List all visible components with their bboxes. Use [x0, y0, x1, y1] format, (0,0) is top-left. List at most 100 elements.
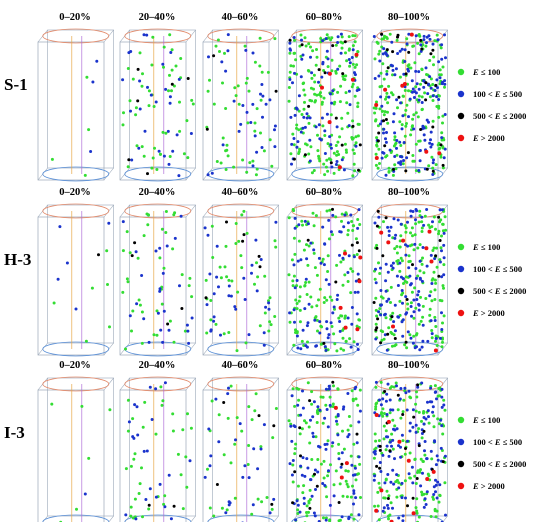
event-point-green [293, 52, 296, 55]
event-point-green [440, 246, 443, 249]
event-point-green [308, 99, 311, 102]
event-point-blue [352, 489, 355, 492]
column-title: 60–80% [306, 187, 343, 198]
event-point-blue [354, 467, 357, 470]
event-point-green [353, 340, 356, 343]
event-point-green [108, 325, 111, 328]
event-point-green [402, 399, 405, 402]
event-point-blue [309, 116, 312, 119]
event-point-green [292, 481, 295, 484]
event-point-green [421, 95, 424, 98]
event-point-green [375, 244, 378, 247]
event-point-black [404, 169, 407, 172]
event-point-black [307, 105, 310, 108]
event-point-blue [338, 457, 341, 460]
column-title: 0–20% [59, 187, 91, 198]
event-point-black [407, 51, 410, 54]
event-point-green [420, 420, 423, 423]
event-point-black [301, 43, 304, 46]
event-point-green [327, 142, 330, 145]
event-point-green [419, 243, 422, 246]
event-point-green [330, 113, 333, 116]
event-point-green [332, 384, 335, 387]
event-point-green [385, 429, 388, 432]
event-point-green [375, 136, 378, 139]
event-point-green [424, 297, 427, 300]
box-front [38, 390, 104, 522]
event-point-green [424, 45, 427, 48]
event-point-blue [379, 289, 382, 292]
event-point-green [170, 89, 173, 92]
event-point-blue [136, 434, 139, 437]
event-point-green [288, 100, 291, 103]
event-point-blue [434, 490, 437, 493]
event-point-green [420, 220, 423, 223]
event-point-blue [327, 219, 330, 222]
event-point-green [381, 330, 384, 333]
event-point-green [53, 302, 56, 305]
event-point-green [209, 299, 212, 302]
event-point-blue [429, 146, 432, 149]
event-point-green [419, 269, 422, 272]
event-point-blue [382, 128, 385, 131]
event-point-blue [339, 330, 342, 333]
event-point-black [418, 444, 421, 447]
event-point-green [414, 85, 417, 88]
event-point-green [247, 463, 250, 466]
event-point-green [434, 340, 437, 343]
event-point-green [171, 48, 174, 51]
event-point-green [420, 491, 423, 494]
event-point-blue [374, 222, 377, 225]
event-point-blue [169, 102, 172, 105]
event-point-blue [443, 232, 446, 235]
event-point-blue [443, 83, 446, 86]
event-point-blue [425, 503, 428, 506]
event-point-blue [402, 159, 405, 162]
event-point-green [299, 309, 302, 312]
event-point-blue [379, 267, 382, 270]
event-point-green [413, 475, 416, 478]
event-point-green [345, 59, 348, 62]
event-point-green [344, 143, 347, 146]
event-point-green [186, 412, 189, 415]
event-point-green [306, 143, 309, 146]
event-point-blue [437, 60, 440, 63]
event-point-green [383, 113, 386, 116]
event-point-green [302, 82, 305, 85]
event-point-green [315, 48, 318, 51]
event-point-blue [423, 449, 426, 452]
event-point-black [437, 275, 440, 278]
event-point-blue [303, 497, 306, 500]
legend-marker-blue [458, 439, 464, 445]
event-point-blue [422, 224, 425, 227]
top-ellipse [125, 377, 191, 391]
event-point-green [433, 271, 436, 274]
event-point-black [341, 144, 344, 147]
event-point-black [322, 342, 325, 345]
event-point-blue [326, 113, 329, 116]
event-point-green [399, 76, 402, 79]
event-point-green [185, 486, 188, 489]
event-point-green [161, 228, 164, 231]
event-point-green [356, 218, 359, 221]
event-point-blue [304, 220, 307, 223]
event-point-blue [430, 282, 433, 285]
event-point-green [311, 49, 314, 52]
event-point-green [259, 324, 262, 327]
event-point-green [346, 495, 349, 498]
event-point-black [206, 128, 209, 131]
event-point-blue [314, 488, 317, 491]
event-point-blue [330, 166, 333, 169]
legend-marker-blue [458, 266, 464, 272]
event-point-blue [252, 447, 255, 450]
event-point-green [399, 417, 402, 420]
event-point-green [434, 384, 437, 387]
event-point-green [209, 318, 212, 321]
event-point-green [246, 121, 249, 124]
event-point-blue [390, 226, 393, 229]
bottom-ellipse [43, 342, 109, 356]
event-point-blue [395, 67, 398, 70]
event-point-blue [178, 284, 181, 287]
event-point-blue [143, 33, 146, 36]
event-point-green [356, 253, 359, 256]
